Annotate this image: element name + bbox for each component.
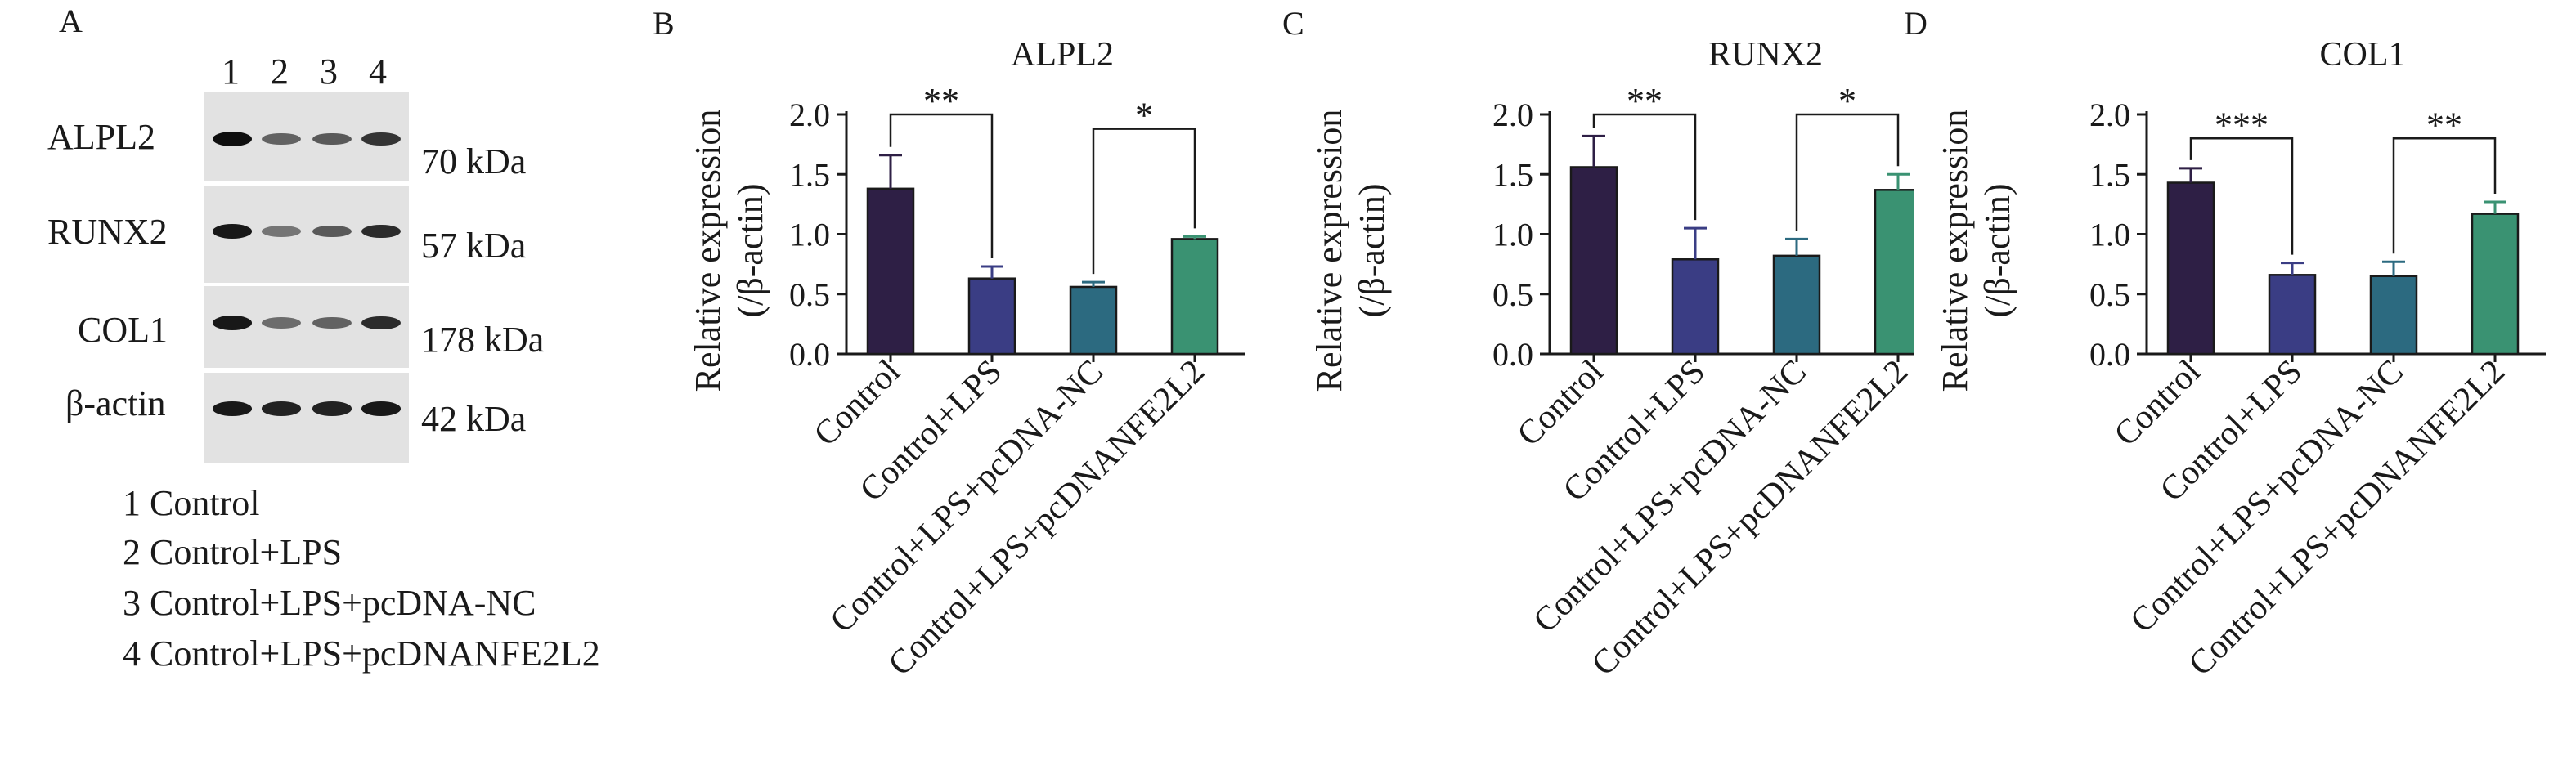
significance-bracket	[1592, 113, 1697, 221]
y-axis-label-unit: (/β-actin)	[1977, 183, 2017, 317]
y-tick-label: 0.5	[789, 276, 830, 313]
blot-label-alpl2: ALPL2	[47, 117, 155, 157]
y-axis-label: Relative expression	[1309, 110, 1349, 392]
panel-letter: B	[653, 5, 675, 42]
bar	[1671, 258, 1720, 356]
y-axis-label: Relative expression	[1935, 110, 1975, 392]
blot-label-beta-actin: β-actin	[65, 383, 166, 423]
blot-band	[361, 132, 401, 146]
lane-number-4: 4	[369, 51, 387, 92]
blot-band	[213, 132, 252, 146]
kda-label-col1: 178 kDa	[421, 320, 545, 360]
y-tick-label: 1.5	[1492, 156, 1533, 193]
bar-chart-b: B ALPL2 Relative expression (/β-actin) 0.0 0.…	[653, 5, 1245, 683]
blot-band	[312, 316, 352, 329]
blot-band	[213, 401, 252, 416]
blot-band	[361, 316, 401, 330]
panel-letter: C	[1282, 5, 1304, 42]
significance-label: *	[1135, 96, 1153, 136]
blot-label-col1: COL1	[78, 310, 168, 350]
y-tick-label: 0.5	[2089, 276, 2130, 313]
y-tick-label: 1.5	[2089, 156, 2130, 193]
kda-label-alpl2: 70 kDa	[421, 141, 527, 181]
significance-label: **	[1627, 81, 1663, 121]
blot-band	[262, 317, 301, 329]
blot-band	[262, 401, 301, 416]
significance-bracket	[2392, 137, 2497, 254]
legend-item-2: 2 Control+LPS	[123, 532, 343, 572]
significance-label: *	[1838, 81, 1856, 121]
y-tick-label: 2.0	[789, 96, 830, 133]
blot-strip-beta-actin	[204, 373, 409, 463]
legend-item-4: 4 Control+LPS+pcDNANFE2L2	[123, 633, 600, 674]
bar	[1569, 166, 1618, 356]
blot-band	[312, 132, 352, 146]
legend-item-1: 1 Control	[123, 483, 260, 523]
y-tick-label: 0.0	[789, 336, 830, 373]
blot-band	[213, 316, 252, 330]
chart-title: ALPL2	[1011, 36, 1114, 74]
blot-band	[312, 401, 352, 416]
lane-number-1: 1	[222, 51, 240, 92]
lane-number-2: 2	[271, 51, 289, 92]
blot-band	[361, 224, 401, 239]
bar-chart-c: C RUNX2 Relative expression (/β-actin) 0.0 0.…	[1282, 5, 1914, 683]
bar	[2268, 274, 2317, 356]
bar	[1170, 238, 1219, 356]
bar	[1772, 254, 1821, 356]
bar-chart-d: D COL1 Relative expression (/β-actin) 0.0 0.5…	[1904, 5, 2546, 683]
blot-band	[312, 225, 352, 238]
y-tick-label: 2.0	[2089, 96, 2130, 133]
blot-band	[361, 401, 401, 416]
y-tick-label: 0.0	[1492, 336, 1533, 373]
chart-title: COL1	[2320, 36, 2406, 74]
significance-bracket	[889, 113, 994, 259]
bar	[866, 187, 915, 356]
y-tick-label: 1.5	[789, 156, 830, 193]
y-axis-label: Relative expression	[688, 110, 728, 392]
bar	[967, 277, 1016, 356]
significance-bracket	[2189, 137, 2294, 255]
bar	[2166, 181, 2215, 356]
kda-label-beta-actin: 42 kDa	[421, 399, 527, 439]
significance-label: **	[923, 81, 959, 121]
bar	[1069, 285, 1118, 356]
significance-label: ***	[2215, 105, 2269, 145]
significance-bracket	[1795, 113, 1900, 231]
y-tick-label: 0.5	[1492, 276, 1533, 313]
blot-band	[262, 226, 301, 237]
blot-label-runx2: RUNX2	[47, 212, 168, 252]
y-tick-label: 2.0	[1492, 96, 1533, 133]
y-tick-label: 1.0	[2089, 217, 2130, 253]
y-tick-label: 0.0	[2089, 336, 2130, 373]
significance-label: **	[2426, 105, 2462, 145]
panel-letter-a: A	[59, 2, 83, 39]
legend-item-3: 3 Control+LPS+pcDNA-NC	[123, 583, 536, 623]
bar	[2369, 275, 2418, 356]
y-axis-label-unit: (/β-actin)	[1352, 183, 1392, 317]
y-tick-label: 1.0	[789, 217, 830, 253]
kda-label-runx2: 57 kDa	[421, 226, 527, 266]
panel-letter: D	[1904, 5, 1928, 42]
significance-bracket	[1092, 128, 1196, 275]
y-axis-label-unit: (/β-actin)	[730, 183, 770, 317]
blot-band	[213, 224, 252, 239]
chart-title: RUNX2	[1708, 36, 1823, 74]
bar	[2471, 213, 2520, 356]
blot-band	[262, 132, 301, 146]
lane-number-3: 3	[320, 51, 338, 92]
y-tick-label: 1.0	[1492, 217, 1533, 253]
